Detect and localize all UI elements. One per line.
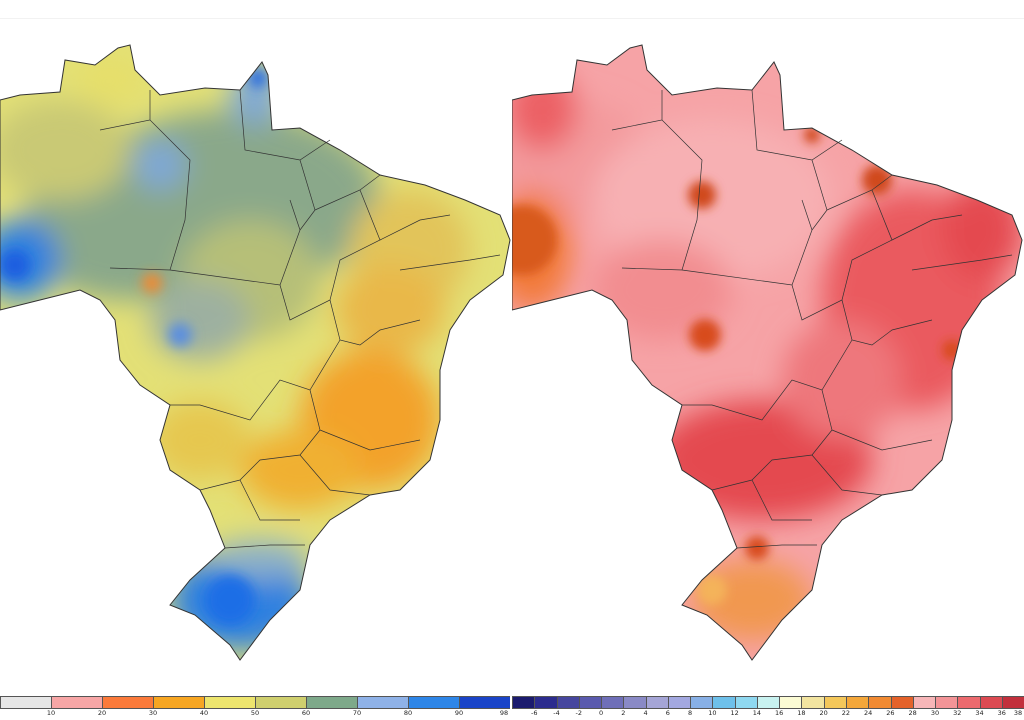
temperature-legend-swatch: [512, 697, 535, 708]
temperature-legend-swatch: [979, 697, 1002, 708]
state-borders: [512, 44, 1023, 661]
humidity-legend-swatch: [204, 697, 255, 708]
temperature-legend-tick-label: 24: [864, 709, 873, 717]
temperature-legend-swatch: [556, 697, 579, 708]
humidity-map-panel: [0, 0, 512, 694]
temperature-legend-swatch: [823, 697, 846, 708]
humidity-legend-tick-label: 60: [301, 709, 311, 717]
temperature-legend: -6 -4 -2 0 2 4 6 8 10 12 14 16 18 20 22 24 26 28 30 32 34 36 3…: [512, 694, 1024, 720]
humidity-legend-tick-label: 50: [250, 709, 260, 717]
humidity-legend-tick-label: 30: [148, 709, 158, 717]
humidity-legend-tick-label: 20: [97, 709, 107, 717]
temperature-legend-swatch: [756, 697, 780, 708]
humidity-legend-swatch: [255, 697, 306, 708]
humidity-legend-swatch: [0, 697, 51, 708]
temperature-legend-tick-label: 36: [997, 709, 1006, 717]
temperature-legend-swatch: [667, 697, 691, 708]
temperature-legend-swatch: [779, 697, 802, 708]
temperature-legend-tick-label: 28: [908, 709, 917, 717]
temperature-legend-swatch: [534, 697, 557, 708]
temperature-legend-tick-label: 20: [819, 709, 828, 717]
temperature-legend-tick-label: 38: [1013, 709, 1023, 717]
temperature-fill-layer: [512, 45, 1022, 660]
temperature-legend-swatch: [623, 697, 646, 708]
temperature-legend-tick-label: 14: [752, 709, 761, 717]
temperature-legend-swatch: [712, 697, 735, 708]
humidity-legend-swatch: [153, 697, 204, 708]
temperature-legend-swatch: [578, 697, 602, 708]
temperature-legend-tick-label: 0: [598, 709, 604, 717]
temperature-legend-swatch: [690, 697, 713, 708]
temperature-legend-tick-label: 6: [665, 709, 670, 717]
temperature-legend-tick-label: 16: [774, 709, 784, 717]
temperature-legend-colorbar: [512, 696, 1024, 709]
temperature-legend-tick-label: 2: [621, 709, 626, 717]
temperature-legend-swatch: [601, 697, 624, 708]
temperature-legend-swatch: [912, 697, 936, 708]
temperature-legend-tick-label: 8: [688, 709, 693, 717]
humidity-legend-tick-label: 10: [46, 709, 56, 717]
humidity-legend-tick-label: 98: [499, 709, 509, 717]
temperature-map-panel: [512, 0, 1024, 694]
temperature-legend-swatch: [801, 697, 824, 708]
temperature-map: [512, 44, 1023, 661]
temperature-legend-tick-label: 12: [730, 709, 739, 717]
humidity-legend-ticks: 10 20 30 40 50 60 70 80 90 98: [0, 708, 510, 720]
temperature-legend-swatch: [845, 697, 869, 708]
temperature-legend-tick-label: -6: [531, 709, 538, 717]
temperature-legend-swatch: [645, 697, 668, 708]
temperature-legend-swatch: [890, 697, 913, 708]
humidity-legend-swatch: [102, 697, 153, 708]
temperature-legend-tick-label: -4: [553, 709, 560, 717]
humidity-legend-swatch: [51, 697, 102, 708]
temperature-legend-ticks: -6 -4 -2 0 2 4 6 8 10 12 14 16 18 20 22 24 26 28 30 32 34 36 3…: [512, 708, 1024, 720]
temperature-legend-tick-label: 34: [975, 709, 984, 717]
humidity-legend-tick-label: 40: [199, 709, 209, 717]
temperature-legend-tick-label: 10: [708, 709, 717, 717]
humidity-legend-swatch: [357, 697, 408, 708]
temperature-legend-tick-label: 4: [643, 709, 648, 717]
humidity-legend-tick-label: 90: [454, 709, 464, 717]
humidity-legend-tick-label: 80: [403, 709, 413, 717]
temperature-legend-swatch: [935, 697, 958, 708]
humidity-legend-tick-label: 70: [352, 709, 362, 717]
humidity-map: [0, 44, 511, 661]
temperature-legend-tick-label: 32: [953, 709, 962, 717]
state-borders: [0, 44, 511, 661]
temperature-legend-tick-label: -2: [575, 709, 583, 717]
temperature-legend-swatch: [734, 697, 757, 708]
top-border-line: [0, 18, 1024, 19]
humidity-legend-swatch: [459, 697, 510, 708]
humidity-fill-layer: [0, 45, 510, 660]
temperature-legend-tick-label: 30: [930, 709, 940, 717]
temperature-legend-swatch: [868, 697, 891, 708]
humidity-legend-swatch: [408, 697, 459, 708]
temperature-legend-tick-label: 26: [886, 709, 895, 717]
temperature-legend-swatch: [1001, 697, 1024, 708]
humidity-legend: 10 20 30 40 50 60 70 80 90 98: [0, 694, 510, 720]
temperature-legend-tick-label: 22: [841, 709, 851, 717]
temperature-legend-tick-label: 18: [797, 709, 806, 717]
humidity-legend-colorbar: [0, 696, 510, 709]
temperature-legend-swatch: [957, 697, 980, 708]
humidity-legend-swatch: [306, 697, 357, 708]
